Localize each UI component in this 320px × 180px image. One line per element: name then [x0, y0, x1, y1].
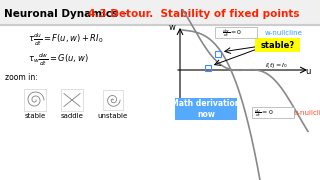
Text: stable?: stable?	[261, 40, 295, 50]
Text: saddle: saddle	[60, 113, 84, 119]
Text: stable: stable	[24, 113, 46, 119]
Text: u-nullcline: u-nullcline	[293, 110, 320, 116]
Text: u: u	[305, 67, 311, 76]
Text: $I(t)=I_0$: $I(t)=I_0$	[265, 60, 288, 69]
Bar	[205, 65, 211, 71]
Text: Math derivation
now: Math derivation now	[172, 99, 241, 119]
Text: $\tau_w \frac{dw}{dt} = G(u,w)$: $\tau_w \frac{dw}{dt} = G(u,w)$	[28, 52, 89, 68]
Bar	[61, 89, 83, 111]
Text: $\tau \frac{du}{dt} = F(u,w) + RI_0$: $\tau \frac{du}{dt} = F(u,w) + RI_0$	[28, 32, 103, 48]
Bar	[0, 0, 320, 25]
Bar	[175, 98, 237, 120]
Text: w: w	[169, 24, 175, 33]
Text: $\frac{dw}{dt} = 0$: $\frac{dw}{dt} = 0$	[222, 27, 242, 39]
Text: w-nullcline: w-nullcline	[265, 30, 303, 36]
Bar	[24, 89, 46, 111]
Text: Neuronal Dynamics –: Neuronal Dynamics –	[4, 9, 131, 19]
Text: unstable: unstable	[98, 113, 128, 119]
Bar	[252, 107, 294, 118]
Text: 4.3 Detour.  Stability of fixed points: 4.3 Detour. Stability of fixed points	[88, 9, 300, 19]
Bar	[215, 27, 257, 38]
Bar	[215, 51, 221, 57]
Bar	[255, 38, 300, 52]
Text: zoom in:: zoom in:	[5, 73, 38, 82]
Text: $\frac{du}{dt} = 0$: $\frac{du}{dt} = 0$	[254, 107, 274, 119]
Bar	[103, 90, 123, 110]
